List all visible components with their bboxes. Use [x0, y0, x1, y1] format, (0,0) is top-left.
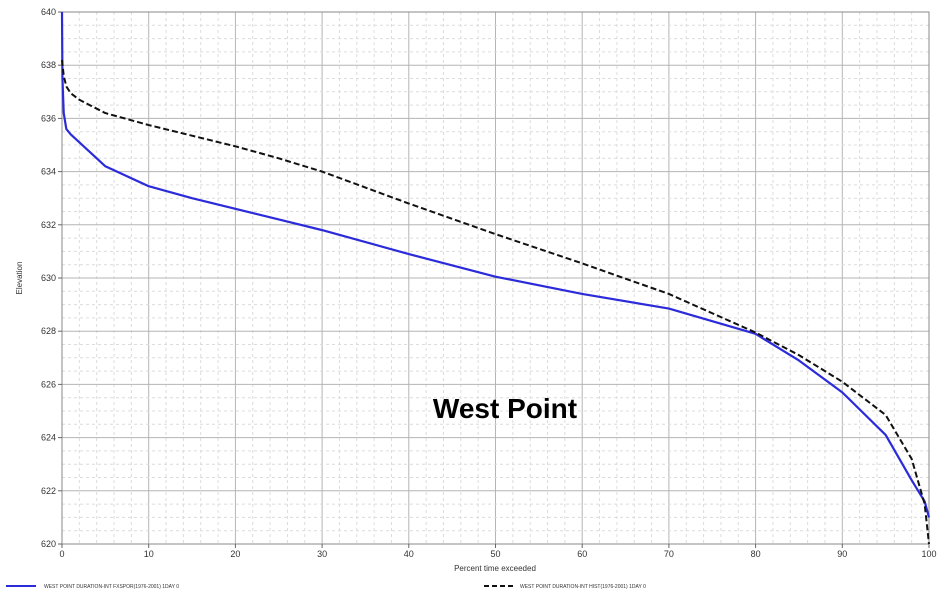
y-tick-label: 624: [41, 433, 56, 443]
y-tick-label: 636: [41, 113, 56, 123]
axis-ticks: 0 10 20 30 40 50 60 70 80 90 100 620 622 624 626 628 630…: [41, 7, 937, 559]
x-tick-label: 10: [144, 549, 154, 559]
x-tick-label: 20: [230, 549, 240, 559]
x-tick-label: 40: [404, 549, 414, 559]
legend-label-series-1: WEST POINT DURATION-INT FXSPOR(1976-2001…: [44, 584, 179, 590]
x-tick-label: 90: [837, 549, 847, 559]
x-tick-label: 30: [317, 549, 327, 559]
x-tick-label: 100: [921, 549, 936, 559]
chart-grid: [61, 11, 930, 545]
y-tick-label: 628: [41, 326, 56, 336]
series-line-2: [61, 59, 930, 545]
x-tick-label: 80: [751, 549, 761, 559]
x-tick-label: 0: [59, 549, 64, 559]
chart-annotation: West Point: [433, 393, 577, 424]
x-tick-label: 50: [490, 549, 500, 559]
legend: WEST POINT DURATION-INT FXSPOR(1976-2001…: [6, 584, 646, 590]
y-tick-label: 634: [41, 167, 56, 177]
series-lines: [60, 11, 931, 545]
y-tick-label: 638: [41, 60, 56, 70]
legend-label-series-2: WEST POINT DURATION-INT HIST(1976-2001) …: [520, 584, 646, 590]
y-tick-label: 640: [41, 7, 56, 17]
y-tick-label: 630: [41, 273, 56, 283]
x-tick-label: 70: [664, 549, 674, 559]
y-tick-label: 626: [41, 379, 56, 389]
x-tick-label: 60: [577, 549, 587, 559]
series-line-1: [60, 11, 931, 518]
y-tick-label: 620: [41, 539, 56, 549]
y-axis-label: Elevation: [15, 262, 24, 295]
y-tick-label: 622: [41, 486, 56, 496]
y-tick-label: 632: [41, 220, 56, 230]
x-axis-label: Percent time exceeded: [454, 564, 536, 573]
